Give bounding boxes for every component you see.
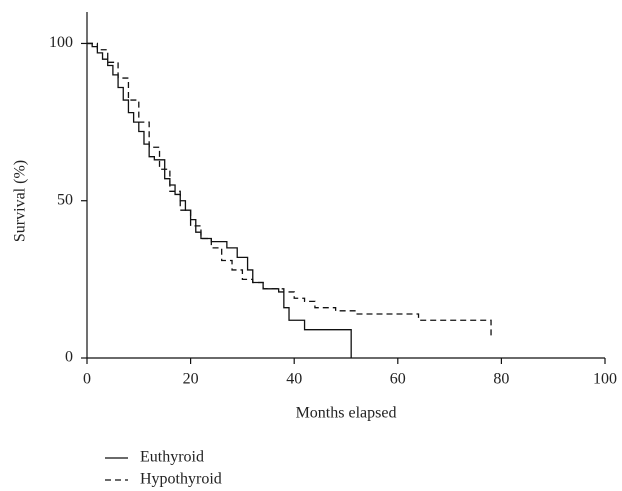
x-tick-label: 60 [390,371,406,388]
x-tick-label: 0 [83,371,91,388]
legend-label: Hypothyroid [140,471,222,488]
x-axis-label: Months elapsed [296,405,397,422]
y-tick-label: 0 [65,349,73,366]
x-tick-label: 80 [493,371,509,388]
x-tick-label: 20 [183,371,199,388]
legend-label: Euthyroid [140,449,204,466]
y-tick-label: 100 [49,34,73,51]
survival-line [87,42,492,336]
x-tick-label: 100 [593,371,617,388]
y-axis-label: Survival (%) [12,160,29,242]
y-tick-label: 50 [57,191,73,208]
x-tick-label: 40 [286,371,302,388]
survival-line [87,42,352,358]
